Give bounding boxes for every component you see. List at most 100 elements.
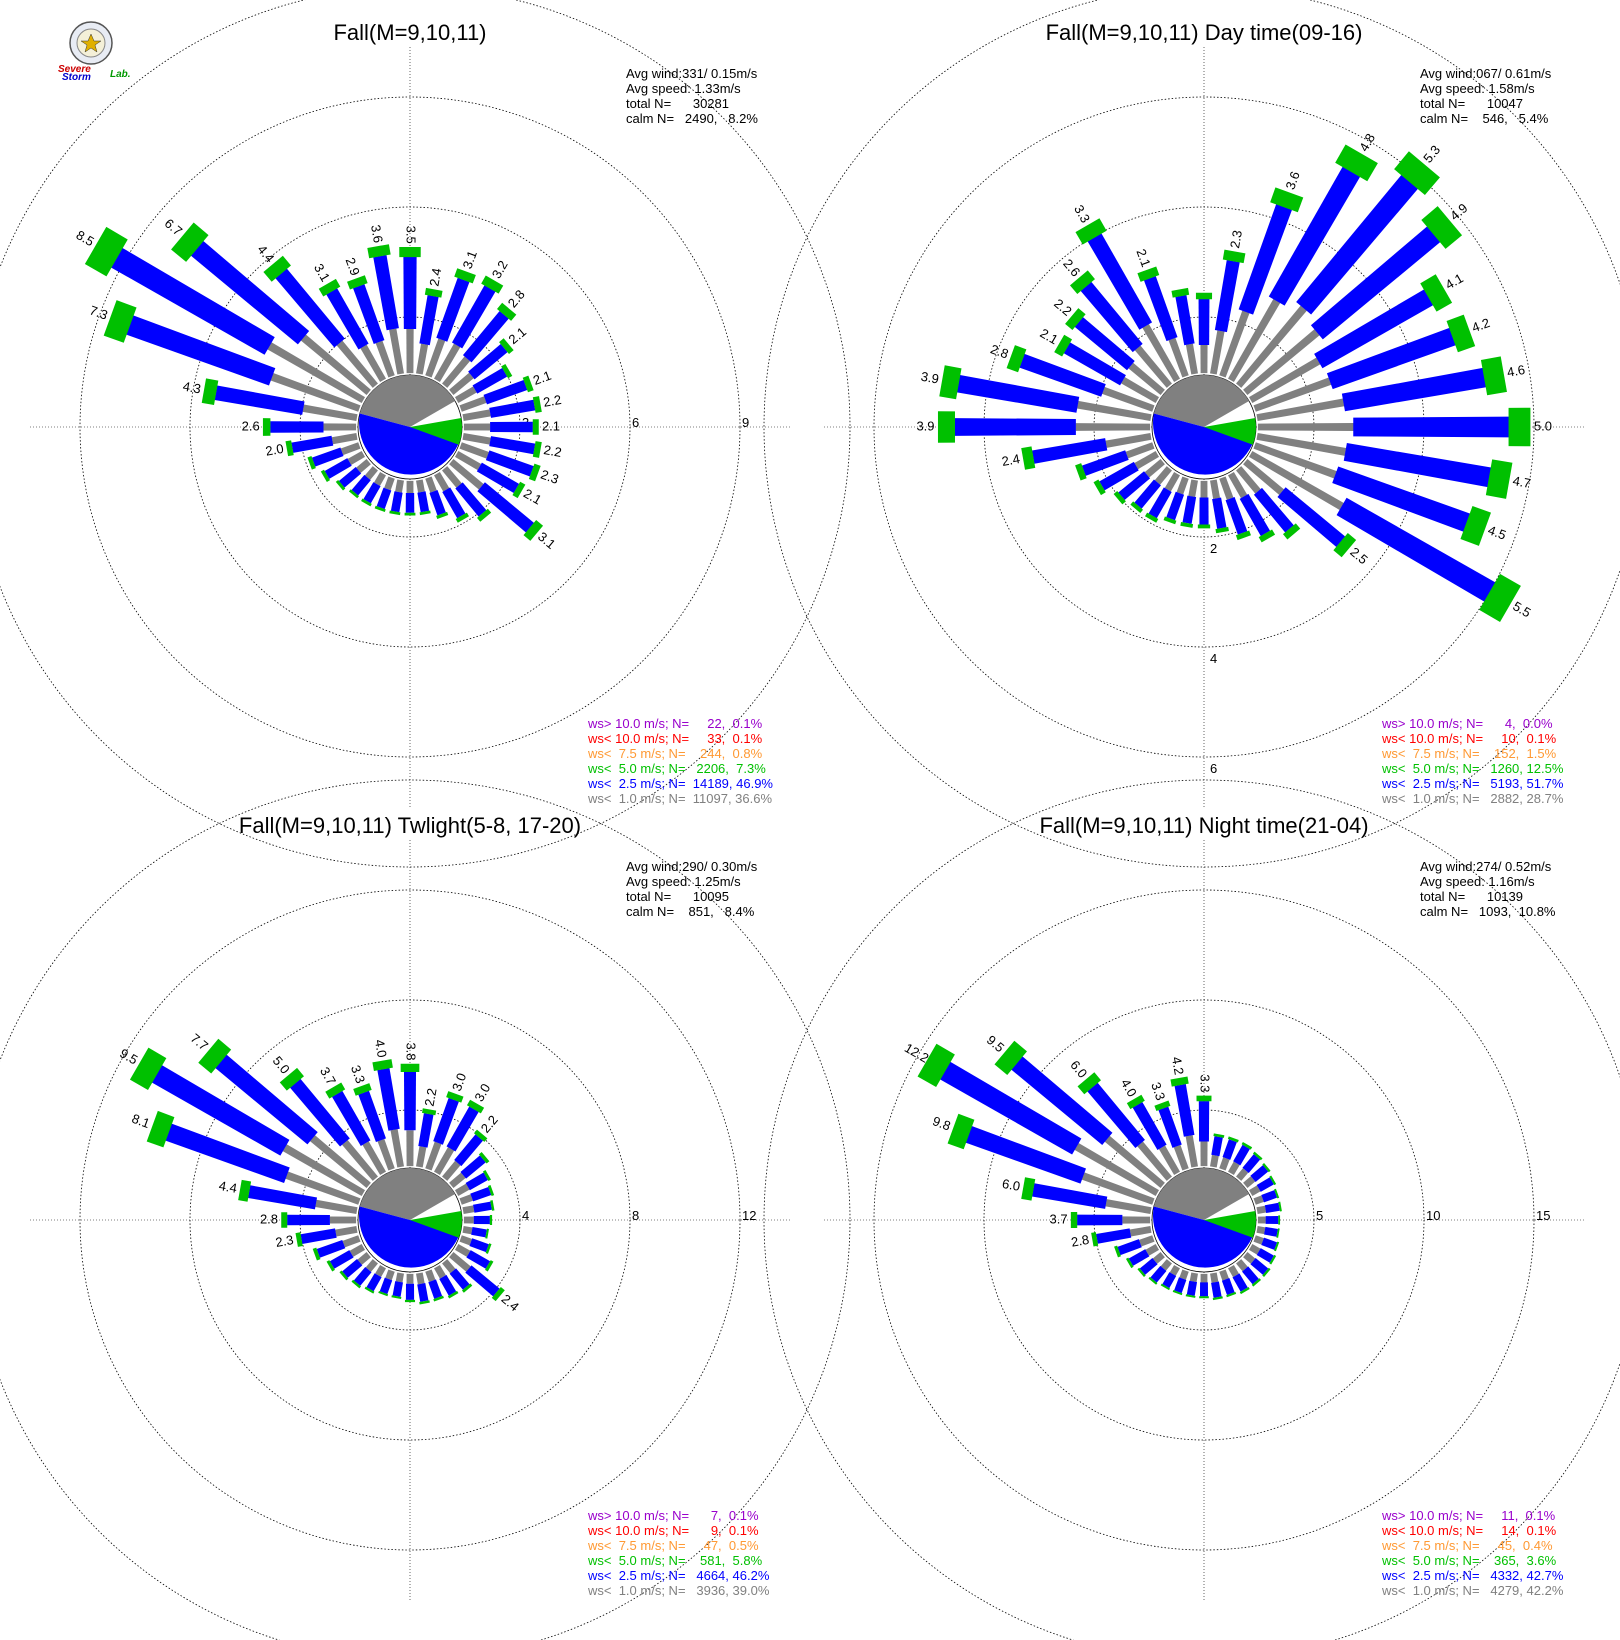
wind-bar-segment bbox=[379, 1277, 393, 1295]
wind-bar-segment bbox=[449, 372, 474, 395]
calm-sector-blue bbox=[358, 413, 462, 475]
wind-bar-segment bbox=[376, 487, 392, 510]
wind-bar-segment bbox=[302, 404, 358, 421]
windrose-panel-2: 2 4 6 2.3 3.6 4.8 5.3 4.9 4.1 4.2 4.6 5.0 4.7 4.5 5.5 2… bbox=[763, 0, 1620, 868]
bar-value-label: 2.8 bbox=[260, 1211, 278, 1226]
stat-line: total N= 10095 bbox=[626, 889, 729, 904]
wind-bar-segment bbox=[528, 463, 541, 482]
wind-bar-segment bbox=[1242, 1266, 1259, 1285]
stat-line: Avg wind:290/ 0.30m/s bbox=[626, 859, 758, 874]
wind-bar-segment bbox=[1117, 1239, 1142, 1256]
wind-bar-segment bbox=[442, 487, 466, 519]
calm-sector-blue bbox=[1152, 413, 1256, 475]
wind-bar-segment bbox=[1314, 289, 1434, 369]
wind-bar-segment bbox=[1282, 523, 1301, 540]
wind-bar-segment bbox=[361, 498, 372, 507]
wind-bar-segment bbox=[1250, 1165, 1269, 1182]
wind-bar-segment bbox=[287, 1214, 330, 1226]
wind-bar-segment bbox=[353, 1083, 372, 1096]
bar-value-label: 2.8 bbox=[1070, 1232, 1090, 1250]
bar-value-label: 3.2 bbox=[489, 258, 511, 281]
bar-value-label: 4.4 bbox=[254, 242, 277, 265]
wind-bar-segment bbox=[1128, 1249, 1150, 1266]
wind-bar-segment bbox=[151, 1065, 290, 1156]
wind-bar-segment bbox=[1326, 327, 1456, 390]
wind-bar-segment bbox=[459, 1194, 473, 1205]
wind-bar-segment bbox=[1175, 295, 1195, 346]
wind-bar-segment bbox=[1158, 1145, 1180, 1176]
legend-entry: ws> 10.0 m/s; N= 7, 0.1% bbox=[587, 1508, 759, 1523]
wind-bar-segment bbox=[291, 435, 334, 453]
wind-bar-segment bbox=[1173, 1144, 1189, 1171]
wind-bar-segment bbox=[1148, 487, 1172, 519]
wind-bar-segment bbox=[1446, 314, 1476, 353]
wind-bar-segment bbox=[522, 375, 534, 393]
wind-bar-segment bbox=[373, 471, 386, 486]
wind-bar-segment bbox=[1143, 276, 1178, 342]
wind-bar-segment bbox=[1188, 479, 1198, 498]
wind-bar-segment bbox=[459, 1235, 473, 1246]
wind-bar-segment bbox=[1160, 1259, 1172, 1271]
wind-bar-segment bbox=[532, 419, 539, 435]
bar-value-label: 2.4 bbox=[426, 267, 444, 287]
wind-bar-segment bbox=[395, 1272, 404, 1283]
wind-bar-segment bbox=[1171, 287, 1190, 298]
stat-line: calm N= 851, 8.4% bbox=[626, 904, 755, 919]
wind-bar-segment bbox=[1134, 345, 1172, 388]
wind-bar-segment bbox=[165, 1123, 290, 1183]
bar-value-label: 4.7 bbox=[1512, 473, 1532, 491]
legend-entry: ws< 1.0 m/s; N= 2882, 28.7% bbox=[1381, 791, 1564, 806]
wind-bar-segment bbox=[351, 1279, 362, 1289]
wind-bar-segment bbox=[459, 442, 489, 459]
wind-bar-segment bbox=[419, 295, 439, 346]
wind-bar-segment bbox=[1485, 459, 1513, 499]
wind-bar-segment bbox=[214, 385, 305, 415]
wind-bar-segment bbox=[373, 254, 399, 331]
wind-bar-segment bbox=[446, 1091, 464, 1103]
wind-bar-segment bbox=[263, 255, 291, 282]
wind-bar-segment bbox=[1210, 1154, 1219, 1168]
wind-bar-segment bbox=[489, 399, 536, 418]
legend-entry: ws< 5.0 m/s; N= 2206, 7.3% bbox=[587, 761, 766, 776]
stat-line: total N= 10047 bbox=[1420, 96, 1523, 111]
wind-bar-segment bbox=[1253, 487, 1294, 533]
wind-bar-segment bbox=[1200, 480, 1208, 498]
wind-bar-segment bbox=[449, 1172, 466, 1188]
wind-bar-segment bbox=[126, 315, 276, 386]
bar-value-label: 2.1 bbox=[542, 418, 560, 433]
stat-line: Avg speed: 1.33m/s bbox=[626, 81, 741, 96]
wind-bar-segment bbox=[1075, 218, 1107, 245]
wind-bar-segment bbox=[476, 462, 520, 494]
wind-bar-segment bbox=[1219, 476, 1234, 500]
wind-bar-segment bbox=[532, 441, 542, 458]
bar-value-label: 4.8 bbox=[1356, 131, 1378, 154]
wind-bar-segment bbox=[447, 1290, 459, 1299]
wind-bar-segment bbox=[1182, 495, 1197, 524]
wind-bar-segment bbox=[372, 1059, 393, 1071]
logo-text-lab: Lab. bbox=[110, 69, 131, 80]
bar-value-label: 2.1 bbox=[1133, 247, 1153, 269]
bar-value-label: 3.7 bbox=[1050, 1211, 1068, 1226]
wind-bar-segment bbox=[1121, 377, 1160, 403]
legend-entry: ws> 10.0 m/s; N= 4, 0.0% bbox=[1381, 716, 1553, 731]
legend-entry: ws< 7.5 m/s; N= 152, 1.5% bbox=[1381, 746, 1557, 761]
wind-bar-segment bbox=[1099, 461, 1139, 491]
wind-bar-segment bbox=[406, 1130, 414, 1167]
wind-bar-segment bbox=[1256, 1205, 1267, 1214]
wind-bar-segment bbox=[1172, 1290, 1183, 1296]
wind-bar-segment bbox=[1276, 1228, 1280, 1238]
wind-bar-segment bbox=[1065, 308, 1086, 330]
wind-bar-segment bbox=[462, 409, 491, 421]
wind-bar-segment bbox=[1019, 353, 1106, 397]
wind-bar-segment bbox=[468, 343, 508, 380]
bar-value-label: 2.8 bbox=[988, 341, 1010, 361]
wind-bar-segment bbox=[338, 467, 362, 488]
wind-bar-segment bbox=[482, 1170, 491, 1182]
wind-bar-segment bbox=[329, 1216, 357, 1224]
bar-value-label: 2.4 bbox=[1001, 451, 1021, 469]
wind-bar-segment bbox=[454, 451, 482, 471]
wind-bar-segment bbox=[1219, 1269, 1229, 1281]
wind-bar-segment bbox=[1219, 310, 1250, 378]
wind-bar-segment bbox=[419, 510, 431, 516]
